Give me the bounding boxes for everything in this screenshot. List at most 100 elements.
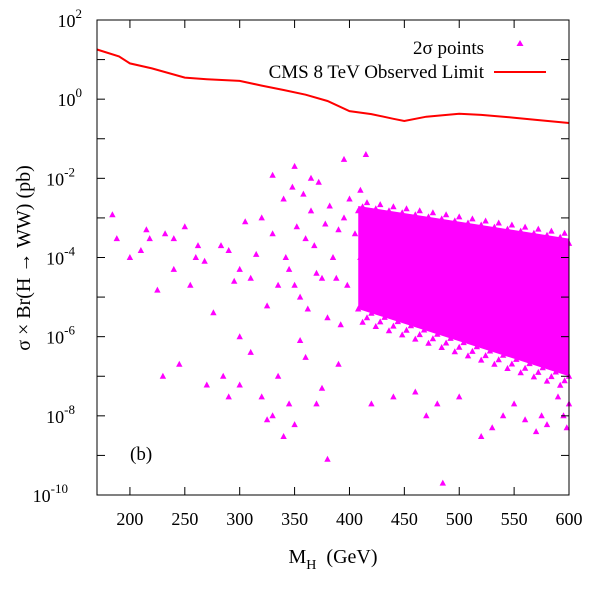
scatter-point [285, 265, 293, 272]
y-tick-exponent: -8 [64, 402, 75, 417]
scatter-point [399, 331, 406, 338]
dense-point-cloud [358, 206, 569, 377]
scatter-point [291, 421, 298, 428]
scatter-point [340, 214, 348, 221]
scatter-point [543, 377, 551, 384]
x-tick-label: 300 [226, 509, 253, 529]
y-tick-label: 10-2 [46, 164, 75, 189]
points-layer [109, 151, 573, 486]
scatter-point [280, 433, 287, 439]
scatter-point [302, 235, 309, 242]
scatter-point [385, 207, 393, 214]
scatter-point [318, 384, 326, 391]
scatter-point [429, 335, 437, 342]
y-tick-label: 10-8 [46, 402, 75, 427]
scatter-point [377, 201, 384, 208]
scatter-point [315, 178, 322, 185]
scatter-point [510, 400, 518, 407]
y-tick-label: 100 [58, 85, 83, 110]
scatter-point [412, 211, 419, 218]
scatter-point [302, 353, 309, 360]
scatter-point [439, 479, 446, 486]
scatter-point [447, 221, 454, 228]
scatter-point [274, 372, 282, 379]
y-tick-base: 10 [58, 11, 76, 31]
scatter-point [561, 377, 568, 384]
x-axis-label: MH (GeV) [288, 546, 377, 573]
scatter-point [304, 305, 311, 312]
scatter-point [456, 213, 463, 220]
scatter-point [326, 202, 333, 209]
scatter-point [307, 207, 315, 214]
scatter-point [504, 365, 511, 371]
scatter-point [473, 225, 480, 232]
scatter-point [464, 219, 472, 226]
scatter-point [399, 209, 406, 216]
scatter-point [210, 309, 217, 316]
scatter-point [269, 230, 276, 237]
scatter-point [258, 393, 265, 400]
y-tick-base: 10 [46, 328, 64, 348]
scatter-point [499, 412, 507, 419]
scatter-point [451, 217, 458, 224]
scatter-point [425, 213, 432, 220]
scatter-point [285, 400, 293, 407]
scatter-point [434, 330, 441, 337]
scatter-point [217, 242, 225, 249]
y-tick-exponent: -6 [64, 323, 75, 338]
scatter-point [293, 223, 300, 230]
scatter-point [368, 309, 375, 316]
scatter-point [236, 265, 243, 272]
scatter-point [291, 162, 298, 169]
x-axis-label-sub: H [306, 558, 316, 573]
scatter-point [416, 207, 423, 214]
y-tick-base: 10 [46, 169, 64, 189]
scatter-point [355, 207, 362, 214]
scatter-point [539, 364, 546, 371]
scatter-point [225, 247, 232, 253]
scatter-point [313, 400, 320, 407]
scatter-point [362, 151, 370, 157]
scatter-point [109, 211, 116, 218]
scatter-point [517, 227, 524, 234]
scatter-point [181, 223, 188, 230]
scatter-point [346, 195, 353, 202]
scatter-point [557, 381, 564, 388]
scatter-point [307, 174, 315, 181]
x-tick-label: 400 [336, 509, 363, 529]
scatter-point [473, 343, 480, 350]
scatter-point [478, 433, 485, 439]
scatter-point [263, 302, 271, 309]
scatter-point [460, 223, 467, 230]
y-tick-exponent: -10 [51, 481, 68, 496]
scatter-point [478, 356, 485, 363]
x-axis-label-unit: (GeV) [326, 546, 377, 568]
scatter-point [456, 393, 463, 400]
scatter-point [344, 281, 351, 288]
scatter-point [508, 360, 516, 367]
scatter-point [420, 326, 428, 333]
scatter-point [324, 314, 331, 321]
scatter-point [161, 230, 169, 237]
scatter-point [351, 230, 359, 237]
scatter-point [231, 277, 238, 284]
scatter-point [137, 247, 145, 253]
legend-label-limit: CMS 8 TeV Observed Limit [269, 62, 485, 83]
scatter-point [269, 412, 276, 419]
scatter-point [263, 416, 271, 423]
scatter-point [201, 257, 208, 264]
scatter-point [390, 393, 397, 400]
scatter-point [146, 235, 153, 242]
y-tick-exponent: -2 [64, 164, 75, 179]
scatter-point [403, 205, 410, 212]
scatter-point [170, 235, 177, 242]
y-tick-base: 10 [46, 249, 64, 269]
scatter-point [203, 381, 210, 388]
x-tick-label: 550 [501, 509, 528, 529]
x-axis-label-main: M [288, 546, 306, 568]
scatter-point [456, 343, 463, 350]
scatter-point [176, 360, 183, 367]
scatter-point [368, 209, 375, 216]
